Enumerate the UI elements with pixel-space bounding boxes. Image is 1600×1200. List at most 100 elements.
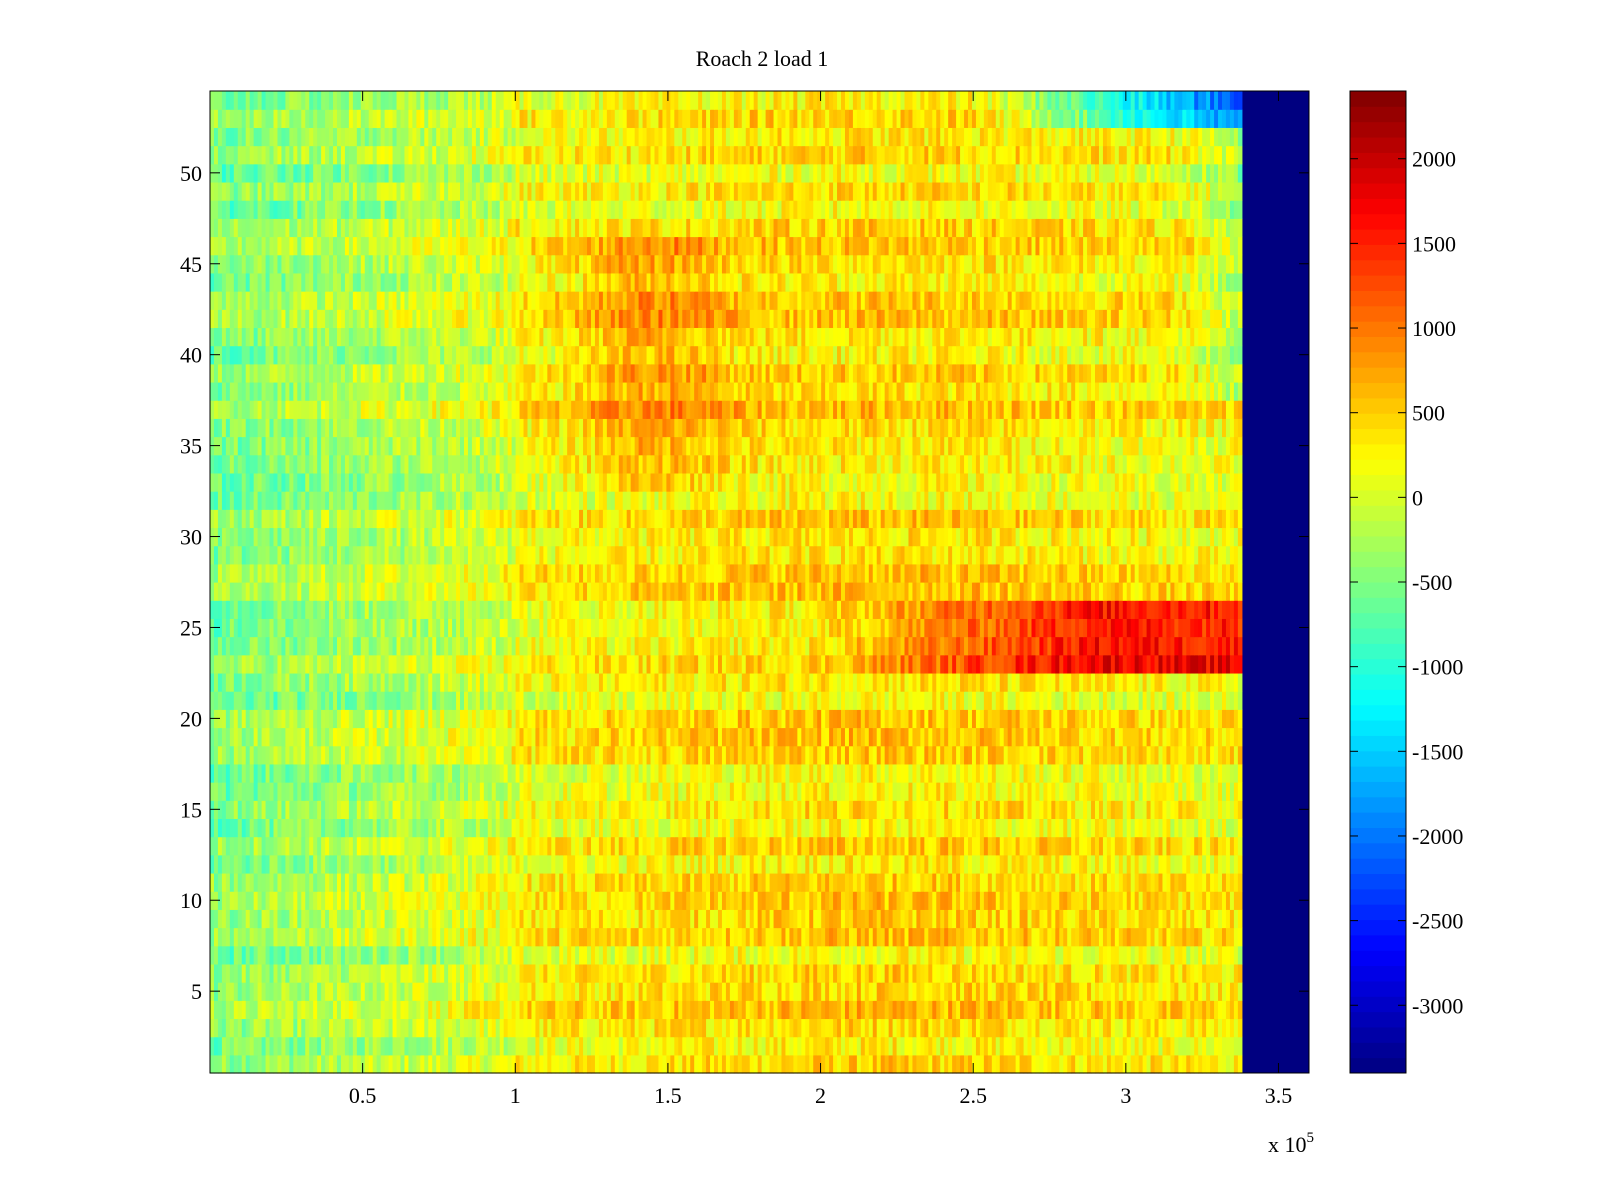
heatmap-cell <box>765 1000 771 1020</box>
heatmap-cell <box>979 963 985 983</box>
heatmap-cell <box>761 872 767 892</box>
heatmap-cell <box>436 745 441 765</box>
heatmap-cell <box>682 909 687 929</box>
heatmap-cell <box>694 763 699 783</box>
heatmap-cell <box>491 836 497 856</box>
heatmap-cell <box>666 1000 671 1020</box>
heatmap-cell <box>817 727 822 747</box>
heatmap-cell <box>702 763 707 783</box>
heatmap-cell <box>356 1036 362 1056</box>
heatmap-cell <box>360 782 366 801</box>
heatmap-cell <box>833 800 838 820</box>
heatmap-cell <box>376 872 382 892</box>
heatmap-cell <box>289 872 294 892</box>
heatmap-row <box>210 763 1243 783</box>
heatmap-cell <box>844 1000 850 1020</box>
heatmap-cell <box>269 745 275 765</box>
heatmap-cell <box>420 854 425 874</box>
heatmap-cell <box>531 909 537 929</box>
heatmap-cell <box>1122 945 1128 965</box>
heatmap-cell <box>229 763 235 783</box>
heatmap-cell <box>281 727 287 747</box>
heatmap-cell <box>594 800 600 820</box>
heatmap-cell <box>757 854 763 874</box>
heatmap-cell <box>761 963 767 983</box>
heatmap-cell <box>376 854 382 874</box>
heatmap-cell <box>789 1036 794 1056</box>
heatmap-cell <box>741 891 747 910</box>
heatmap-cell <box>781 818 787 838</box>
heatmap-cell <box>336 1036 342 1056</box>
heatmap-cell <box>725 909 731 929</box>
heatmap-cell <box>515 982 521 1001</box>
heatmap-cell <box>325 872 330 892</box>
heatmap-cell <box>888 800 894 820</box>
heatmap-cell <box>376 1054 382 1074</box>
heatmap-cell <box>590 1000 596 1020</box>
heatmap-cell <box>531 1018 537 1038</box>
heatmap-cell <box>396 854 402 874</box>
heatmap-cell <box>1067 1054 1072 1074</box>
heatmap-cell <box>868 872 874 892</box>
heatmap-cell <box>1225 1036 1231 1056</box>
heatmap-cell <box>543 836 548 856</box>
heatmap-cell <box>1221 872 1227 892</box>
heatmap-cell <box>547 909 552 929</box>
heatmap-cell <box>749 1036 755 1056</box>
heatmap-cell <box>1150 927 1156 947</box>
heatmap-cell <box>527 745 533 765</box>
heatmap-cell <box>495 909 501 929</box>
heatmap-cell <box>440 800 445 820</box>
heatmap-cell <box>579 982 584 1001</box>
heatmap-cell <box>912 727 918 747</box>
heatmap-cell <box>396 891 402 910</box>
heatmap-cell <box>1162 727 1168 747</box>
heatmap-cell <box>801 836 806 856</box>
heatmap-cell <box>416 1018 421 1038</box>
heatmap-cell <box>983 963 989 983</box>
heatmap-cell <box>1067 1000 1072 1020</box>
heatmap-cell <box>876 1036 882 1056</box>
heatmap-cell <box>1083 872 1088 892</box>
heatmap-cell <box>221 963 227 983</box>
heatmap-cell <box>872 727 878 747</box>
heatmap-cell <box>495 982 501 1001</box>
heatmap-cell <box>269 891 275 910</box>
heatmap-cell <box>781 963 787 983</box>
heatmap-cell <box>511 800 517 820</box>
heatmap-cell <box>725 745 731 765</box>
heatmap-cell <box>1023 836 1029 856</box>
heatmap-cell <box>793 909 798 929</box>
heatmap-cell <box>225 945 231 965</box>
heatmap-cell <box>904 800 910 820</box>
heatmap-cell <box>634 1018 640 1038</box>
heatmap-cell <box>666 782 671 801</box>
heatmap-cell <box>1210 727 1215 747</box>
heatmap-cell <box>249 963 255 983</box>
heatmap-cell <box>329 709 334 729</box>
heatmap-cell <box>765 763 771 783</box>
heatmap-cell <box>698 800 703 820</box>
heatmap-cell <box>884 763 890 783</box>
heatmap-cell <box>1118 1054 1124 1074</box>
heatmap-cell <box>725 1036 731 1056</box>
heatmap-cell <box>277 836 283 856</box>
heatmap-cell <box>1110 818 1116 838</box>
heatmap-cell <box>642 818 648 838</box>
heatmap-cell <box>245 891 251 910</box>
heatmap-cell <box>444 854 449 874</box>
heatmap-cell <box>1015 1036 1021 1056</box>
heatmap-cell <box>233 727 239 747</box>
heatmap-cell <box>555 1018 560 1038</box>
heatmap-cell <box>487 745 493 765</box>
heatmap-cell <box>372 1054 378 1074</box>
heatmap-cell <box>880 1000 886 1020</box>
heatmap-cell <box>567 727 572 747</box>
heatmap-cell <box>515 963 521 983</box>
heatmap-cell <box>968 872 973 892</box>
heatmap-cell <box>1233 1018 1239 1038</box>
heatmap-cell <box>761 945 767 965</box>
heatmap-cell <box>614 763 620 783</box>
heatmap-cell <box>285 945 290 965</box>
heatmap-cell <box>841 927 846 947</box>
